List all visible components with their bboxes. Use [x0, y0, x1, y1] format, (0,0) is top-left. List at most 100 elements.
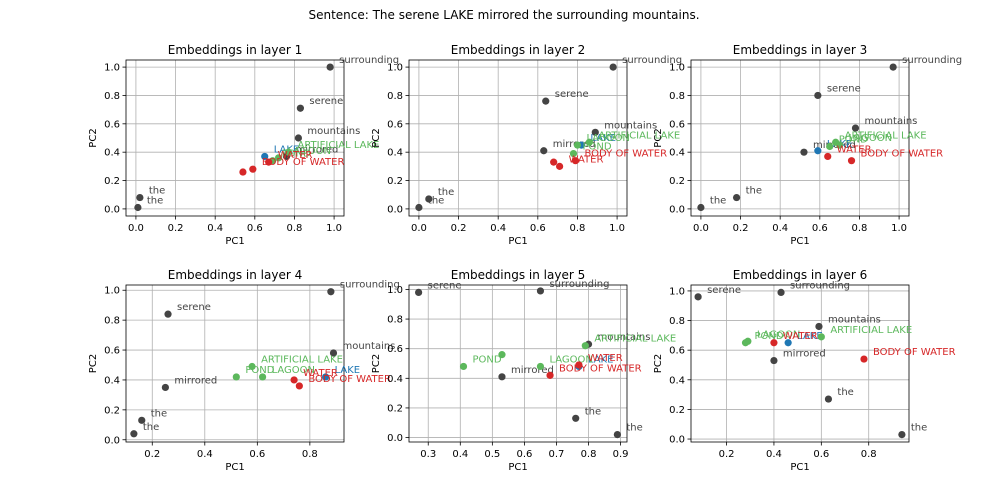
y-tick-label: 1.0: [669, 286, 685, 297]
point-marker-distractor: [571, 157, 580, 165]
point-marker-related: [459, 362, 468, 371]
point-marker-context: [770, 356, 778, 365]
point-label: the: [837, 387, 853, 398]
point-marker-context: [425, 195, 433, 203]
figure-suptitle: Sentence: The serene LAKE mirrored the s…: [308, 8, 700, 22]
point-label: WATER: [278, 150, 313, 161]
point-label: serene: [827, 83, 861, 94]
point-label: the: [143, 422, 159, 433]
point-label: mirrored: [296, 144, 339, 155]
x-axis-label: PC1: [790, 236, 809, 247]
point-marker-context: [814, 91, 822, 100]
point-marker-related: [536, 362, 545, 371]
point-marker-distractor: [824, 152, 832, 161]
point-label: WATER: [783, 331, 818, 342]
point-label: LAKE: [588, 354, 614, 365]
point-marker-context: [415, 203, 423, 212]
point-marker-distractor: [290, 376, 298, 384]
y-tick-label: 0.2: [387, 176, 403, 187]
y-tick-label: 0.6: [669, 119, 685, 130]
point-label: mirrored: [813, 140, 856, 151]
point-label: the: [438, 187, 454, 198]
y-tick-label: 0.8: [669, 316, 685, 327]
point-label: LAGOON: [586, 133, 629, 144]
y-axis-label: PC2: [371, 354, 382, 373]
point-label: serene: [707, 285, 741, 296]
y-tick-label: 0.4: [669, 375, 685, 386]
x-tick-label: 0.8: [861, 449, 877, 460]
point-marker-context: [134, 203, 142, 212]
y-tick-label: 0.4: [669, 148, 685, 159]
point-label: BODY OF WATER: [873, 347, 956, 358]
point-label: serene: [177, 302, 211, 313]
x-tick-label: 0.2: [733, 223, 749, 234]
subplot-layer-1: 0.0 0.2 0.4 0.6 0.8 1.0 0.0 0.2 0.4 0.6 0.8 1.0 Embe…: [88, 43, 399, 247]
point-label: mountains: [828, 314, 881, 325]
point-marker-distractor: [556, 162, 564, 170]
point-marker-context: [800, 148, 808, 156]
point-marker-target: [261, 152, 269, 161]
point-marker-related: [284, 148, 293, 156]
point-marker-related: [744, 337, 752, 345]
point-label: POND: [839, 135, 868, 146]
point-marker-context: [415, 288, 423, 297]
point-label: BODY OF WATER: [559, 363, 642, 374]
point-label: LAGOON: [272, 365, 315, 376]
axes-frame: [125, 59, 345, 217]
axes-frame: [690, 59, 910, 217]
point-label: mirrored: [174, 375, 217, 386]
point-label: the: [147, 195, 163, 206]
point-label: POND: [755, 331, 784, 342]
point-label: LAKE: [335, 365, 361, 376]
x-axis-label: PC1: [508, 236, 527, 247]
subplot-layer-4: 0.2 0.4 0.6 0.8 0.0 0.2 0.4 0.6 0.8 1.0 Embeddings…: [88, 268, 400, 473]
point-marker-context: [898, 430, 906, 439]
point-marker-context: [498, 373, 506, 381]
y-tick-label: 0.4: [387, 148, 403, 159]
subplot-layer-2: 0.0 0.2 0.4 0.6 0.8 1.0 0.0 0.2 0.4 0.6 0.8 1.0 Embe…: [371, 43, 682, 247]
point-marker-related: [817, 333, 825, 341]
subplot-title: Embeddings in layer 6: [733, 268, 867, 282]
point-label: POND: [282, 149, 311, 160]
x-tick-label: 1.0: [609, 223, 625, 234]
point-label: the: [710, 195, 726, 206]
point-label: ARTIFICIAL LAKE: [830, 325, 912, 336]
axes-frame: [408, 59, 628, 217]
y-tick-label: 0.2: [669, 176, 685, 187]
point-label: the: [911, 423, 927, 434]
y-axis-label: PC2: [88, 354, 99, 373]
point-marker-context: [697, 203, 705, 212]
point-marker-context: [294, 134, 303, 142]
x-tick-label: 0.4: [766, 449, 782, 460]
point-marker-context: [130, 430, 138, 438]
point-label: the: [151, 408, 167, 419]
axes-frame: [408, 284, 628, 443]
point-marker-related: [232, 373, 240, 381]
y-tick-label: 0.0: [669, 435, 685, 446]
x-tick-label: 0.8: [852, 223, 868, 234]
point-marker-context: [613, 430, 621, 439]
point-marker-context: [136, 193, 144, 202]
y-tick-label: 0.0: [387, 204, 403, 215]
point-marker-related: [248, 362, 256, 371]
point-marker-context: [138, 416, 146, 424]
subplot-title: Embeddings in layer 5: [451, 268, 585, 282]
point-label: POND: [473, 354, 502, 365]
x-tick-label: 0.6: [812, 223, 828, 234]
y-tick-label: 0.8: [387, 315, 403, 326]
x-tick-label: 0.2: [168, 223, 184, 234]
x-tick-label: 0.8: [570, 223, 586, 234]
y-tick-label: 1.0: [387, 63, 403, 74]
point-label: surrounding: [902, 55, 962, 66]
point-marker-context: [572, 414, 580, 422]
x-tick-label: 0.4: [452, 449, 468, 460]
x-tick-label: 0.0: [693, 223, 709, 234]
axes-frame: [690, 284, 910, 443]
point-label: BODY OF WATER: [861, 149, 944, 160]
x-axis-label: PC1: [790, 462, 809, 473]
point-marker-context: [609, 63, 617, 71]
point-marker-related: [573, 141, 582, 149]
point-label: LAGOON: [757, 329, 800, 340]
